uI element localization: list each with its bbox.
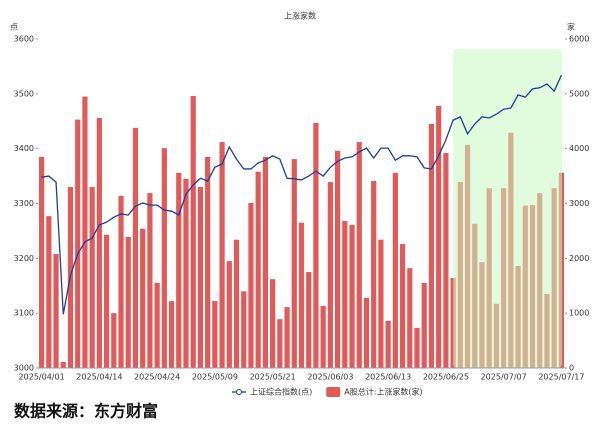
bar	[53, 253, 59, 368]
bar	[371, 181, 377, 368]
highlight-region	[453, 49, 562, 368]
x-tick-label: 2025/07/17	[538, 373, 584, 382]
bar	[60, 361, 66, 368]
bar	[168, 301, 175, 368]
bar	[306, 272, 312, 368]
y-tick-label: 3500	[14, 89, 34, 98]
bar	[262, 156, 269, 368]
line-layer	[41, 74, 562, 315]
bar	[132, 127, 139, 368]
x-tick-label: 2025/06/13	[365, 373, 411, 382]
bar	[248, 202, 254, 368]
bar	[219, 142, 225, 368]
y2-tick-label: 2000	[569, 254, 589, 263]
legend-label: A股总计:上涨家数(家)	[344, 387, 422, 397]
bar	[176, 172, 182, 368]
legend-swatch	[236, 389, 242, 395]
bar	[183, 178, 189, 368]
x-tick-label: 2025/06/03	[307, 373, 353, 382]
y2-tick-label: 3000	[569, 199, 589, 208]
bar	[399, 244, 406, 368]
bar	[407, 268, 413, 368]
source-note: 数据来源：东方财富	[14, 402, 158, 421]
bar	[205, 156, 211, 368]
chart-title: 上涨家数	[284, 11, 316, 21]
bar	[342, 221, 348, 368]
bar	[140, 228, 146, 368]
bar	[298, 222, 305, 368]
bar	[378, 239, 384, 368]
bar	[270, 279, 276, 368]
bar	[46, 216, 52, 368]
x-tick-label: 2025/07/07	[481, 373, 527, 382]
y-tick-label: 3200	[14, 254, 34, 263]
bar	[154, 283, 160, 368]
y2-tick-label: 6000	[569, 35, 589, 44]
bar	[436, 105, 442, 368]
bar	[443, 153, 449, 368]
y-tick-label: 3000	[14, 364, 34, 373]
bar	[392, 172, 398, 368]
bar	[327, 182, 333, 368]
bar	[291, 159, 297, 368]
bar	[161, 148, 167, 368]
y-tick-label: 3600	[14, 35, 34, 44]
bar	[103, 234, 110, 368]
y2-axis-unit: 家	[567, 22, 575, 32]
bar	[39, 156, 45, 368]
y2-tick-label: 4000	[569, 144, 589, 153]
bar	[356, 142, 362, 368]
y-tick-label: 3400	[14, 144, 34, 153]
y2-tick-label: 1000	[569, 309, 589, 318]
bar	[313, 122, 319, 369]
bar	[125, 236, 131, 368]
bar	[226, 261, 232, 368]
bar	[428, 123, 435, 368]
bar	[82, 96, 88, 368]
bar	[233, 239, 240, 368]
y-axis-unit: 点	[10, 23, 18, 32]
legend-label: 上证综合指数(点)	[250, 387, 312, 397]
x-tick-label: 2025/04/01	[19, 373, 65, 382]
bar	[197, 187, 204, 368]
bar	[190, 96, 196, 368]
bar	[89, 187, 95, 368]
bar	[111, 313, 117, 368]
x-tick-label: 2025/05/21	[250, 373, 296, 382]
legend-swatch	[326, 387, 341, 397]
bar	[118, 195, 124, 368]
bar	[421, 283, 427, 368]
x-tick-label: 2025/04/24	[134, 373, 180, 382]
bar	[284, 307, 290, 368]
y-tick-label: 3300	[14, 199, 34, 208]
legend: 上证综合指数(点) A股总计:上涨家数(家)	[232, 387, 423, 397]
x-tick-label: 2025/06/25	[423, 373, 469, 382]
bar	[147, 193, 153, 368]
bar	[385, 320, 391, 368]
bar	[75, 119, 81, 368]
bar	[277, 319, 283, 368]
bar	[241, 291, 247, 368]
y2-tick-label: 0	[569, 364, 574, 373]
bar	[96, 117, 102, 369]
y2-tick-label: 5000	[569, 89, 589, 98]
bar	[334, 150, 341, 368]
bar	[414, 327, 420, 368]
x-tick-label: 2025/04/14	[76, 373, 122, 382]
bar	[320, 306, 326, 368]
bar	[212, 301, 218, 368]
line	[41, 74, 562, 315]
bar	[349, 224, 355, 368]
y-tick-label: 3100	[14, 309, 34, 318]
bar	[255, 171, 261, 368]
x-tick-label: 2025/05/09	[192, 373, 238, 382]
bar	[363, 297, 370, 368]
